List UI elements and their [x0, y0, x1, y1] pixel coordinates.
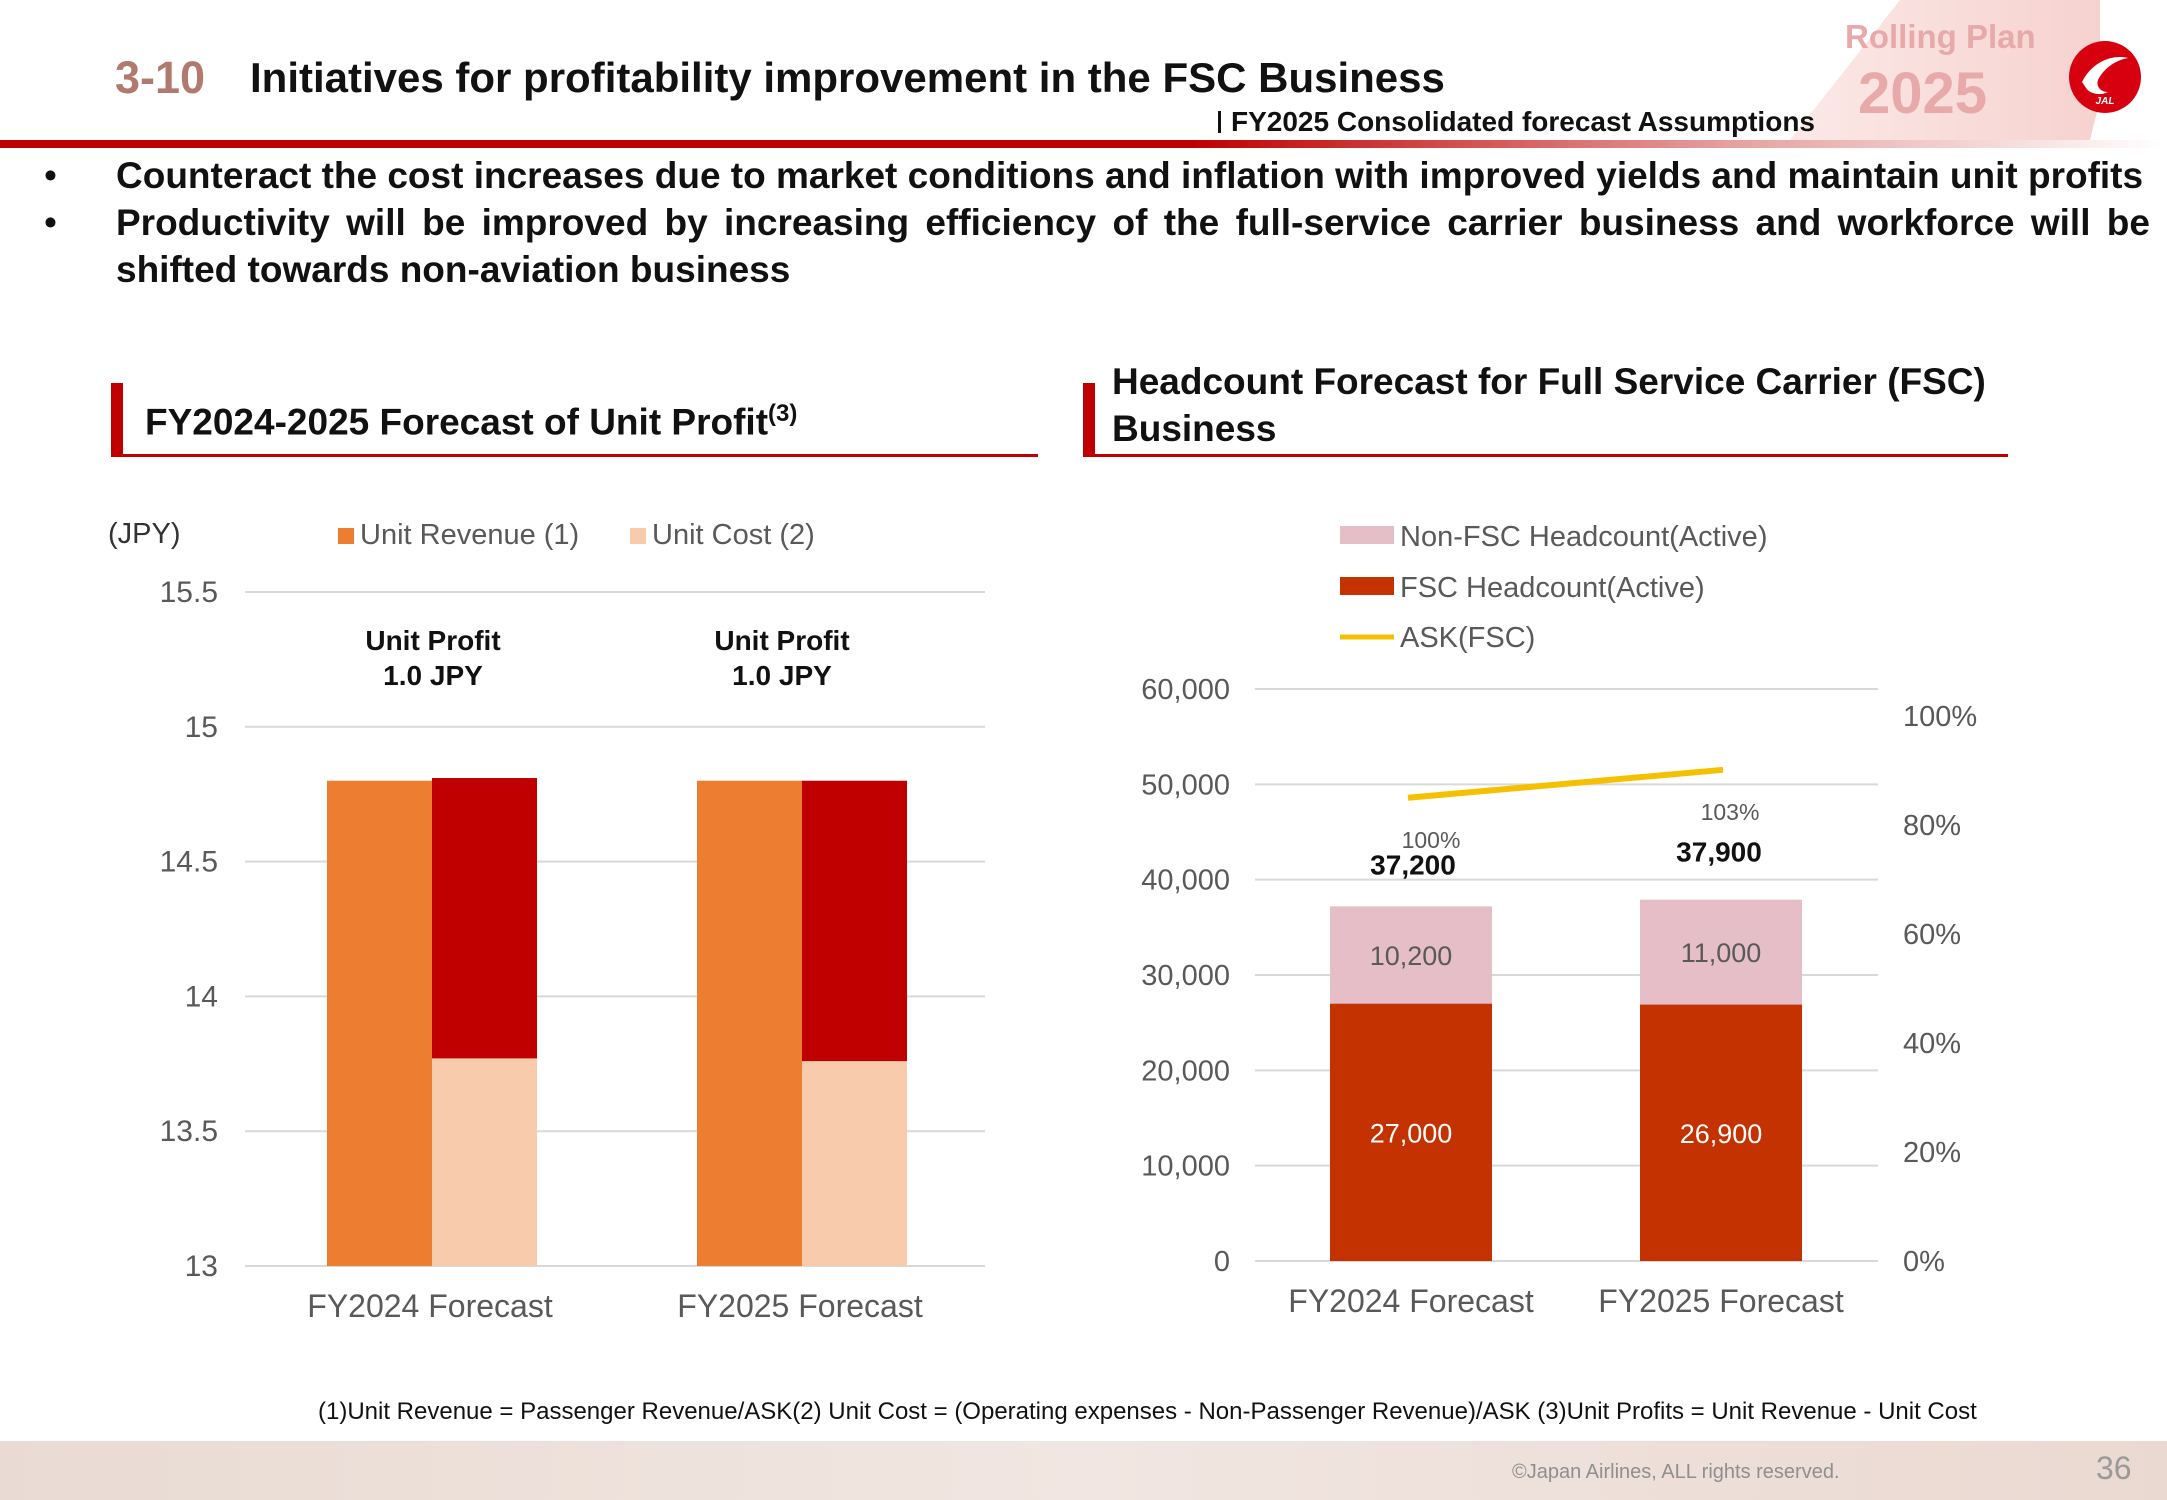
- unit-revenue-bar: [327, 780, 432, 1266]
- unit-profit-annotation-value: 1.0 JPY: [732, 660, 832, 691]
- bullet-text: Productivity will be improved by increas…: [116, 202, 2150, 290]
- unit-profit-segment: [802, 780, 907, 1062]
- fsc-headcount-bar: [1640, 1004, 1802, 1261]
- fsc-headcount-label: 26,900: [1680, 1119, 1763, 1149]
- right-heading-marker: [1083, 383, 1095, 457]
- unit-profit-annotation-value: 1.0 JPY: [383, 660, 483, 691]
- x-category-label: FY2025 Forecast: [1598, 1283, 1844, 1319]
- section-number: 3-10: [115, 52, 206, 103]
- jal-crane-logo-icon: JAL: [2069, 41, 2141, 113]
- total-headcount-label: 37,900: [1676, 837, 1762, 868]
- unit-profit-annotation-title: Unit Profit: [365, 625, 500, 656]
- jal-logo-text: JAL: [2096, 96, 2115, 107]
- unit-profit-annotation-title: Unit Profit: [714, 625, 849, 656]
- bullet-text: Counteract the cost increases due to mar…: [116, 155, 2144, 196]
- x-category-label: FY2024 Forecast: [1288, 1283, 1534, 1319]
- header-rule: [0, 140, 2167, 148]
- legend-swatch: [630, 528, 646, 544]
- left-heading-rule: [111, 454, 1038, 457]
- y-tick-label: 50,000: [1141, 769, 1230, 801]
- headcount-chart: Non-FSC Headcount(Active) FSC Headcount(A…: [1141, 521, 1977, 1319]
- subtitle-text: FY2025 Consolidated forecast Assumptions: [1231, 106, 1815, 137]
- y-tick-label: 15: [185, 711, 218, 744]
- y2-tick-label: 0%: [1903, 1246, 1945, 1278]
- fsc-headcount-label: 27,000: [1370, 1118, 1453, 1148]
- legend-swatch: [338, 528, 354, 544]
- rolling-plan-year: 2025: [1858, 61, 1988, 126]
- unit-cost-bar: [802, 1061, 907, 1266]
- page-subtitle: FY2025 Consolidated forecast Assumptions: [1218, 106, 1815, 138]
- y-tick-label: 15.5: [160, 576, 218, 609]
- non-fsc-headcount-label: 10,200: [1370, 941, 1453, 971]
- y2-tick-label: 40%: [1903, 1028, 1961, 1060]
- unit-revenue-bar: [697, 780, 802, 1266]
- left-heading-text: FY2024-2025 Forecast of Unit Profit: [145, 401, 769, 443]
- bullet-dot: •: [44, 155, 57, 196]
- left-heading: FY2024-2025 Forecast of Unit Profit(3): [145, 400, 797, 443]
- legend-label: Non-FSC Headcount(Active): [1400, 521, 1767, 553]
- copyright: ©Japan Airlines, ALL rights reserved.: [1512, 1461, 1840, 1483]
- ask-line: [1407, 766, 1724, 801]
- rolling-plan-label: Rolling Plan: [1845, 18, 2036, 55]
- legend-swatch: [1340, 577, 1394, 595]
- y2-tick-label: 100%: [1903, 701, 1977, 733]
- bullet-item: • Productivity will be improved by incre…: [40, 199, 2150, 293]
- unit-cost-bar: [432, 1058, 537, 1266]
- right-heading: Headcount Forecast for Full Service Carr…: [1112, 358, 1986, 452]
- bullet-item: • Counteract the cost increases due to m…: [40, 152, 2150, 199]
- ask-value-label: 103%: [1701, 799, 1760, 825]
- page-number: 36: [2096, 1450, 2132, 1486]
- y-tick-label: 30,000: [1141, 960, 1230, 992]
- ask-value-label: 100%: [1402, 827, 1461, 853]
- y2-tick-label: 80%: [1903, 810, 1961, 842]
- footnote: (1)Unit Revenue = Passenger Revenue/ASK(…: [318, 1398, 1977, 1425]
- left-heading-marker: [111, 383, 123, 457]
- legend-label: Unit Revenue (1): [360, 519, 579, 551]
- y-tick-label: 13: [185, 1250, 218, 1283]
- right-heading-rule: [1083, 454, 2008, 457]
- bullet-list: • Counteract the cost increases due to m…: [40, 152, 2150, 293]
- y-tick-label: 0: [1214, 1246, 1230, 1278]
- y-tick-label: 20,000: [1141, 1055, 1230, 1087]
- legend-label: Unit Cost (2): [652, 519, 815, 551]
- legend-swatch: [1340, 526, 1394, 544]
- y-tick-label: 60,000: [1141, 674, 1230, 706]
- rolling-plan-badge-background: [1790, 0, 2100, 140]
- non-fsc-headcount-label: 11,000: [1681, 938, 1762, 968]
- x-category-label: FY2025 Forecast: [677, 1288, 923, 1324]
- right-heading-line1: Headcount Forecast for Full Service Carr…: [1112, 361, 1986, 402]
- non-fsc-headcount-bar: [1330, 906, 1492, 1004]
- x-category-label: FY2024 Forecast: [307, 1288, 553, 1324]
- y-tick-label: 14: [185, 980, 218, 1013]
- non-fsc-headcount-bar: [1640, 899, 1802, 1005]
- page-title: Initiatives for profitability improvemen…: [250, 54, 1445, 101]
- legend-label: ASK(FSC): [1400, 622, 1535, 654]
- legend-label: FSC Headcount(Active): [1400, 572, 1705, 604]
- y2-tick-label: 20%: [1903, 1137, 1961, 1169]
- subtitle-marker: [1218, 111, 1221, 133]
- y-tick-label: 14.5: [160, 846, 218, 879]
- left-heading-sup: (3): [768, 400, 798, 427]
- y2-tick-label: 60%: [1903, 919, 1961, 951]
- bullet-dot: •: [44, 202, 57, 243]
- unit-profit-segment: [432, 778, 537, 1059]
- unit-profit-chart: (JPY) Unit Revenue (1) Unit Cost (2) 13 13.5…: [108, 518, 985, 1324]
- y-axis-unit-label: (JPY): [108, 518, 181, 550]
- total-headcount-label: 37,200: [1370, 849, 1456, 880]
- y-tick-label: 40,000: [1141, 865, 1230, 897]
- footer-band: [0, 1441, 2167, 1500]
- y-tick-label: 13.5: [160, 1115, 218, 1148]
- y-tick-label: 10,000: [1141, 1151, 1230, 1183]
- right-heading-line2: Business: [1112, 408, 1277, 449]
- fsc-headcount-bar: [1330, 1003, 1492, 1261]
